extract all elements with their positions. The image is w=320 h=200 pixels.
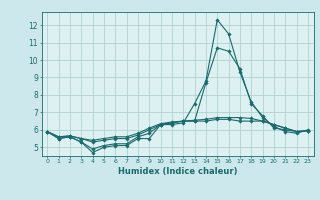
X-axis label: Humidex (Indice chaleur): Humidex (Indice chaleur) bbox=[118, 167, 237, 176]
